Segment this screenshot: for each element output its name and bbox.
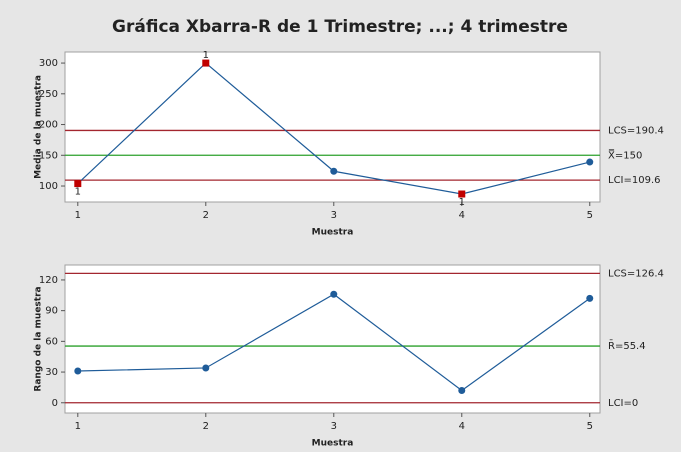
point (458, 386, 466, 394)
y-tick-label: 100 (39, 181, 58, 192)
limit-label: X̿=150 (608, 147, 642, 161)
x-tick-label: 1 (75, 210, 81, 221)
limit-label: R̄=55.4 (608, 339, 646, 352)
x-tick-label: 3 (331, 210, 337, 221)
point (330, 167, 338, 175)
x-tick-label: 3 (331, 421, 337, 432)
flag-label: 1 (75, 187, 81, 198)
y-tick-label: 0 (52, 398, 58, 409)
plot-area (64, 264, 601, 414)
y-tick-label: 200 (39, 120, 58, 131)
x-tick-label: 4 (459, 210, 465, 221)
limit-label: LCI=109.6 (608, 175, 661, 186)
y-tick-label: 250 (39, 89, 58, 100)
flagged-point (74, 180, 82, 188)
y-tick-label: 60 (45, 336, 58, 347)
y-axis-label: Rango de la muestra (34, 286, 44, 391)
limit-label: LCS=126.4 (608, 268, 664, 279)
y-axis-label: Media de la muestra (34, 75, 44, 179)
flagged-point (202, 59, 210, 67)
y-tick-label: 300 (39, 58, 58, 69)
plot-area (64, 51, 601, 203)
x-tick-label: 1 (75, 421, 81, 432)
flag-label: 1 (459, 197, 465, 208)
x-tick-label: 2 (203, 210, 209, 221)
x-tick-label: 5 (587, 421, 593, 432)
x-tick-label: 5 (587, 210, 593, 221)
y-tick-label: 90 (45, 306, 58, 317)
limit-label: LCS=190.4 (608, 125, 664, 136)
point (586, 294, 594, 302)
x-axis-label: Muestra (312, 228, 354, 238)
point (202, 364, 210, 372)
x-tick-label: 2 (203, 421, 209, 432)
y-tick-label: 30 (45, 367, 58, 378)
limit-label: LCI=0 (608, 398, 638, 409)
x-axis-label: Muestra (312, 439, 354, 449)
point (586, 158, 594, 166)
chart-title: Gráfica Xbarra-R de 1 Trimestre; ...; 4 … (112, 17, 568, 37)
flag-label: 1 (203, 50, 209, 61)
y-tick-label: 150 (39, 150, 58, 161)
x-tick-label: 4 (459, 421, 465, 432)
flagged-point (458, 190, 466, 198)
point (74, 367, 82, 375)
y-tick-label: 120 (39, 275, 58, 286)
point (330, 290, 338, 298)
